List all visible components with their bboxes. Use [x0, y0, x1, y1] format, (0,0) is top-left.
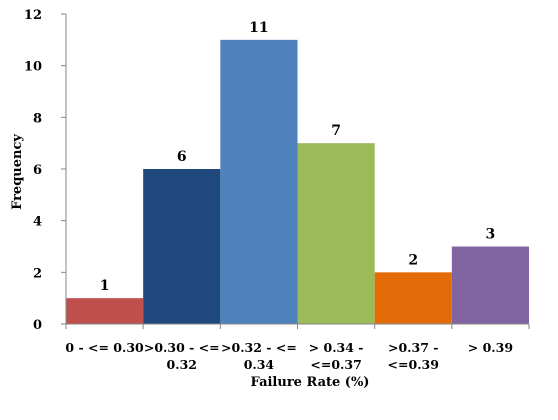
bar [143, 169, 221, 324]
bar-data-label: 2 [408, 252, 418, 268]
data-labels: 1 6 11 7 2 3 [100, 20, 496, 294]
bar-data-label: 1 [100, 278, 110, 294]
bar-data-label: 6 [177, 149, 187, 165]
bar [66, 298, 144, 324]
x-category-label: 0.34 [244, 357, 275, 372]
y-tick-label: 0 [33, 318, 42, 333]
bar [374, 272, 452, 324]
x-axis-category-labels: 0 - <= 0.30 >0.30 - <= 0.32 >0.32 - <= 0.34 >… [65, 340, 513, 372]
x-category-label: >0.32 - <= [221, 340, 297, 355]
bar-data-label: 11 [249, 20, 268, 36]
x-category-label: 0 - <= 0.30 [65, 340, 144, 355]
bar [220, 39, 298, 324]
y-tick-label: 4 [33, 215, 42, 230]
x-category-label: 0.32 [167, 357, 197, 372]
y-axis-title: Frequency [10, 134, 25, 210]
y-tick-label: 10 [24, 60, 42, 75]
x-axis-title: Failure Rate (%) [251, 375, 370, 390]
x-category-label: <=0.37 [310, 357, 361, 372]
bar-data-label: 7 [331, 123, 341, 139]
x-category-label: >0.30 - <= [144, 340, 220, 355]
bar [451, 246, 529, 324]
bars [66, 39, 529, 324]
x-category-label: > 0.34 - [309, 340, 364, 355]
bar [297, 143, 375, 324]
y-tick-label: 6 [33, 163, 42, 178]
y-tick-label: 12 [24, 8, 42, 23]
x-category-label: <=0.39 [388, 357, 439, 372]
y-tick-label: 8 [33, 111, 42, 126]
y-tick-label: 2 [33, 266, 42, 281]
bar-data-label: 3 [486, 227, 496, 243]
x-category-label: >0.37 - [388, 340, 438, 355]
x-category-label: > 0.39 [468, 340, 513, 355]
